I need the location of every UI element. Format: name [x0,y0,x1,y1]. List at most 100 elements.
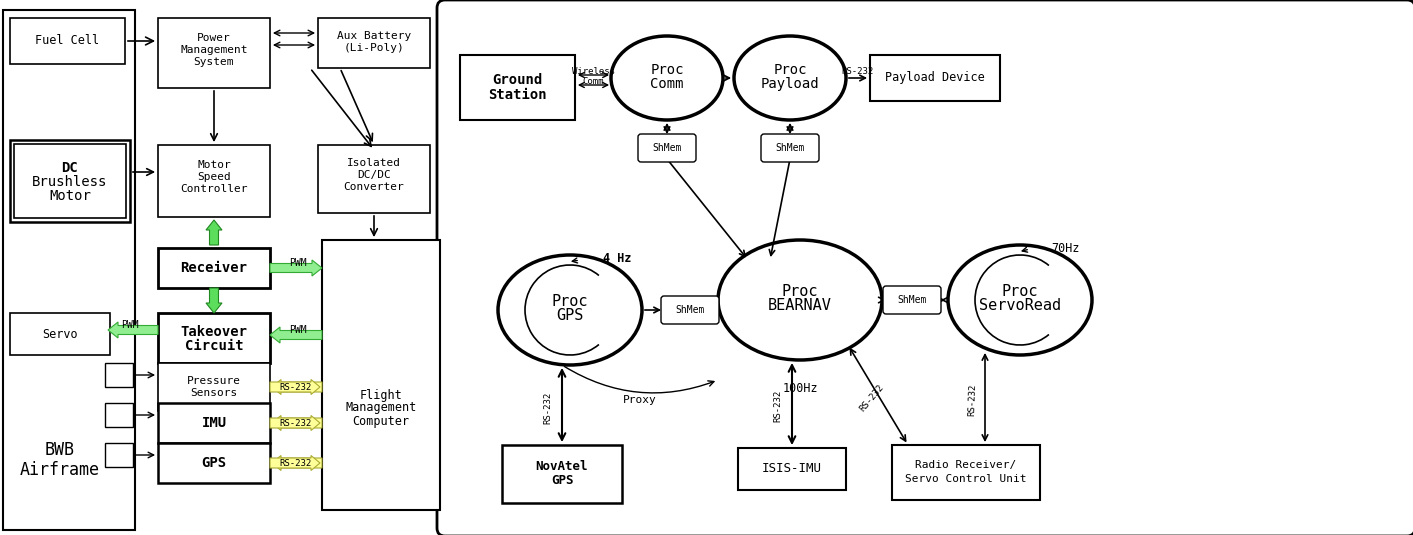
Bar [10,313,110,355]
Bar [10,18,124,64]
Text: ServoRead: ServoRead [979,299,1061,314]
Bar [158,363,270,411]
Text: Converter: Converter [343,182,404,192]
FancyArrow shape [270,260,322,276]
Text: Proc: Proc [650,63,684,77]
Text: Ground: Ground [492,73,543,87]
Bar [158,313,270,363]
Bar [502,445,622,503]
FancyArrow shape [270,455,319,470]
Text: Motor: Motor [198,160,230,170]
Text: Payload: Payload [760,77,820,91]
FancyBboxPatch shape [437,0,1413,535]
FancyArrow shape [206,288,222,313]
Bar [158,145,270,217]
FancyArrow shape [271,455,322,470]
Bar [870,55,1000,101]
FancyArrowPatch shape [644,307,660,313]
Text: Fuel Cell: Fuel Cell [35,34,99,48]
FancyArrowPatch shape [787,125,793,132]
Text: ISIS-IMU: ISIS-IMU [762,462,822,476]
Text: RS-232: RS-232 [280,418,312,427]
Bar [461,55,575,120]
FancyArrowPatch shape [788,365,796,443]
Text: RS-232: RS-232 [842,66,875,75]
FancyBboxPatch shape [639,134,697,162]
Bar [14,144,126,218]
Text: PWM: PWM [290,325,307,335]
Text: Controller: Controller [181,184,247,194]
Text: Power: Power [198,33,230,43]
FancyArrowPatch shape [982,355,988,440]
FancyArrowPatch shape [769,162,790,255]
Bar [105,443,133,467]
Bar [158,18,270,88]
Text: GPS: GPS [202,456,226,470]
Bar [158,443,270,483]
FancyBboxPatch shape [762,134,820,162]
FancyArrowPatch shape [664,125,670,132]
FancyArrowPatch shape [851,349,906,441]
FancyBboxPatch shape [883,286,941,314]
Text: Payload Device: Payload Device [885,72,985,85]
FancyArrow shape [271,416,322,431]
Text: DC/DC: DC/DC [357,170,391,180]
Text: GPS: GPS [557,309,584,324]
Text: Sensors: Sensors [191,388,237,398]
Text: Isolated: Isolated [348,158,401,168]
Ellipse shape [497,255,642,365]
FancyArrowPatch shape [711,307,716,313]
Text: System: System [194,57,235,67]
Text: Management: Management [345,401,417,415]
Bar [738,448,846,490]
FancyArrowPatch shape [711,307,716,313]
Text: Proc: Proc [1002,284,1039,299]
Text: RS-232: RS-232 [280,458,312,468]
Text: ShMem: ShMem [675,305,705,315]
Ellipse shape [718,240,882,360]
FancyArrowPatch shape [558,370,565,440]
Text: Brushless: Brushless [32,175,107,189]
Text: BEARNAV: BEARNAV [769,299,832,314]
Text: Wireless: Wireless [571,67,615,77]
Text: IMU: IMU [202,416,226,430]
FancyBboxPatch shape [661,296,719,324]
Bar [322,240,439,510]
Text: 70Hz: 70Hz [1051,241,1080,255]
Text: Circuit: Circuit [185,339,243,353]
Text: RS-232: RS-232 [280,383,312,392]
FancyArrowPatch shape [723,75,729,81]
Text: Station: Station [487,88,547,102]
Text: BWB: BWB [45,441,75,459]
Ellipse shape [610,36,723,120]
Text: Servo Control Unit: Servo Control Unit [906,474,1027,484]
Text: Proc: Proc [551,294,588,309]
Text: DC: DC [62,161,78,175]
FancyArrowPatch shape [879,297,892,303]
FancyArrow shape [270,327,322,343]
Text: Proc: Proc [773,63,807,77]
FancyArrowPatch shape [564,366,714,393]
Bar [318,18,430,68]
Bar [158,248,270,288]
FancyArrow shape [107,322,158,338]
Text: PWM: PWM [290,258,307,268]
Text: Management: Management [181,45,247,55]
Text: Computer: Computer [352,415,410,427]
Bar [892,445,1040,500]
Text: ShMem: ShMem [776,143,804,153]
Text: (Li-Poly): (Li-Poly) [343,43,404,53]
Text: Comm: Comm [650,77,684,91]
FancyArrow shape [270,416,319,431]
Text: Takeover: Takeover [181,325,247,339]
Text: Flight: Flight [360,388,403,401]
Bar [318,145,430,213]
Ellipse shape [948,245,1092,355]
Text: 100Hz: 100Hz [783,381,818,394]
Text: 4 Hz: 4 Hz [603,251,632,264]
FancyArrowPatch shape [938,297,948,303]
FancyArrowPatch shape [849,75,865,81]
Text: RS-232: RS-232 [773,390,783,422]
Bar [10,140,130,222]
Bar [105,403,133,427]
